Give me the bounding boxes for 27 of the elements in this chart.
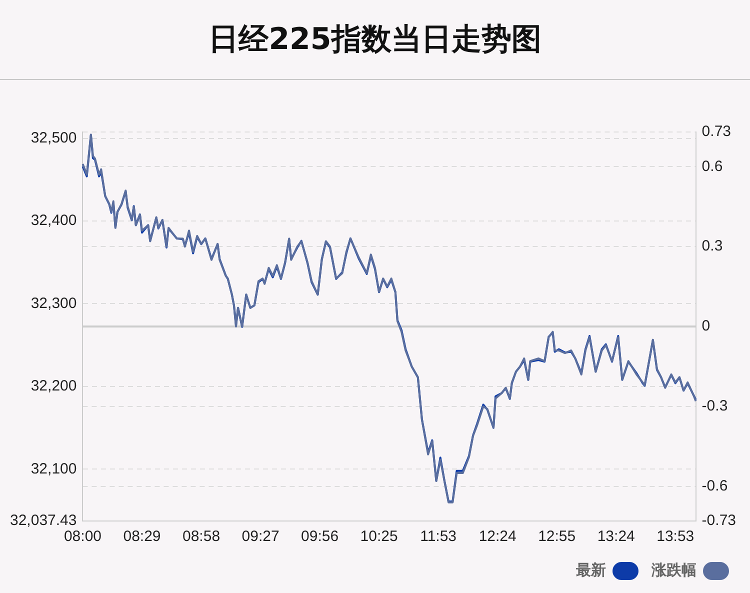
y2-tick-label: 0.73 bbox=[702, 123, 732, 140]
chart-title: 日经225指数当日走势图 bbox=[0, 0, 750, 80]
y2-tick-label: 0 bbox=[702, 318, 710, 335]
y-tick-label: 32,200 bbox=[30, 378, 77, 395]
legend-label: 涨跌幅 bbox=[650, 560, 696, 579]
legend-label: 最新 bbox=[575, 560, 606, 579]
y-tick-label: 32,037.43 bbox=[10, 512, 77, 530]
x-tick-label: 12:55 bbox=[538, 528, 576, 546]
y2-tick-label: -0.6 bbox=[702, 478, 728, 495]
y-tick-label: 32,300 bbox=[30, 294, 77, 312]
x-tick-label: 11:53 bbox=[420, 528, 457, 546]
x-tick-label: 12:24 bbox=[478, 528, 516, 546]
x-tick-label: 08:29 bbox=[123, 528, 161, 546]
x-tick-label: 09:27 bbox=[242, 528, 280, 546]
y2-tick-label: -0.3 bbox=[702, 398, 728, 415]
x-tick-label: 13:24 bbox=[597, 528, 635, 546]
y-tick-label: 32,400 bbox=[30, 212, 77, 230]
x-tick-label: 09:56 bbox=[301, 528, 339, 546]
x-tick-label: 08:00 bbox=[64, 528, 102, 546]
x-tick-label: 13:53 bbox=[656, 528, 694, 546]
x-tick-label: 08:58 bbox=[182, 528, 220, 546]
y2-tick-label: -0.73 bbox=[702, 512, 736, 530]
y-tick-label: 32,100 bbox=[30, 460, 77, 478]
y2-tick-label: 0.6 bbox=[702, 158, 723, 175]
x-tick-label: 10:25 bbox=[360, 528, 398, 546]
y2-tick-label: 0.3 bbox=[702, 238, 723, 255]
y-tick-label: 32,500 bbox=[30, 129, 77, 146]
